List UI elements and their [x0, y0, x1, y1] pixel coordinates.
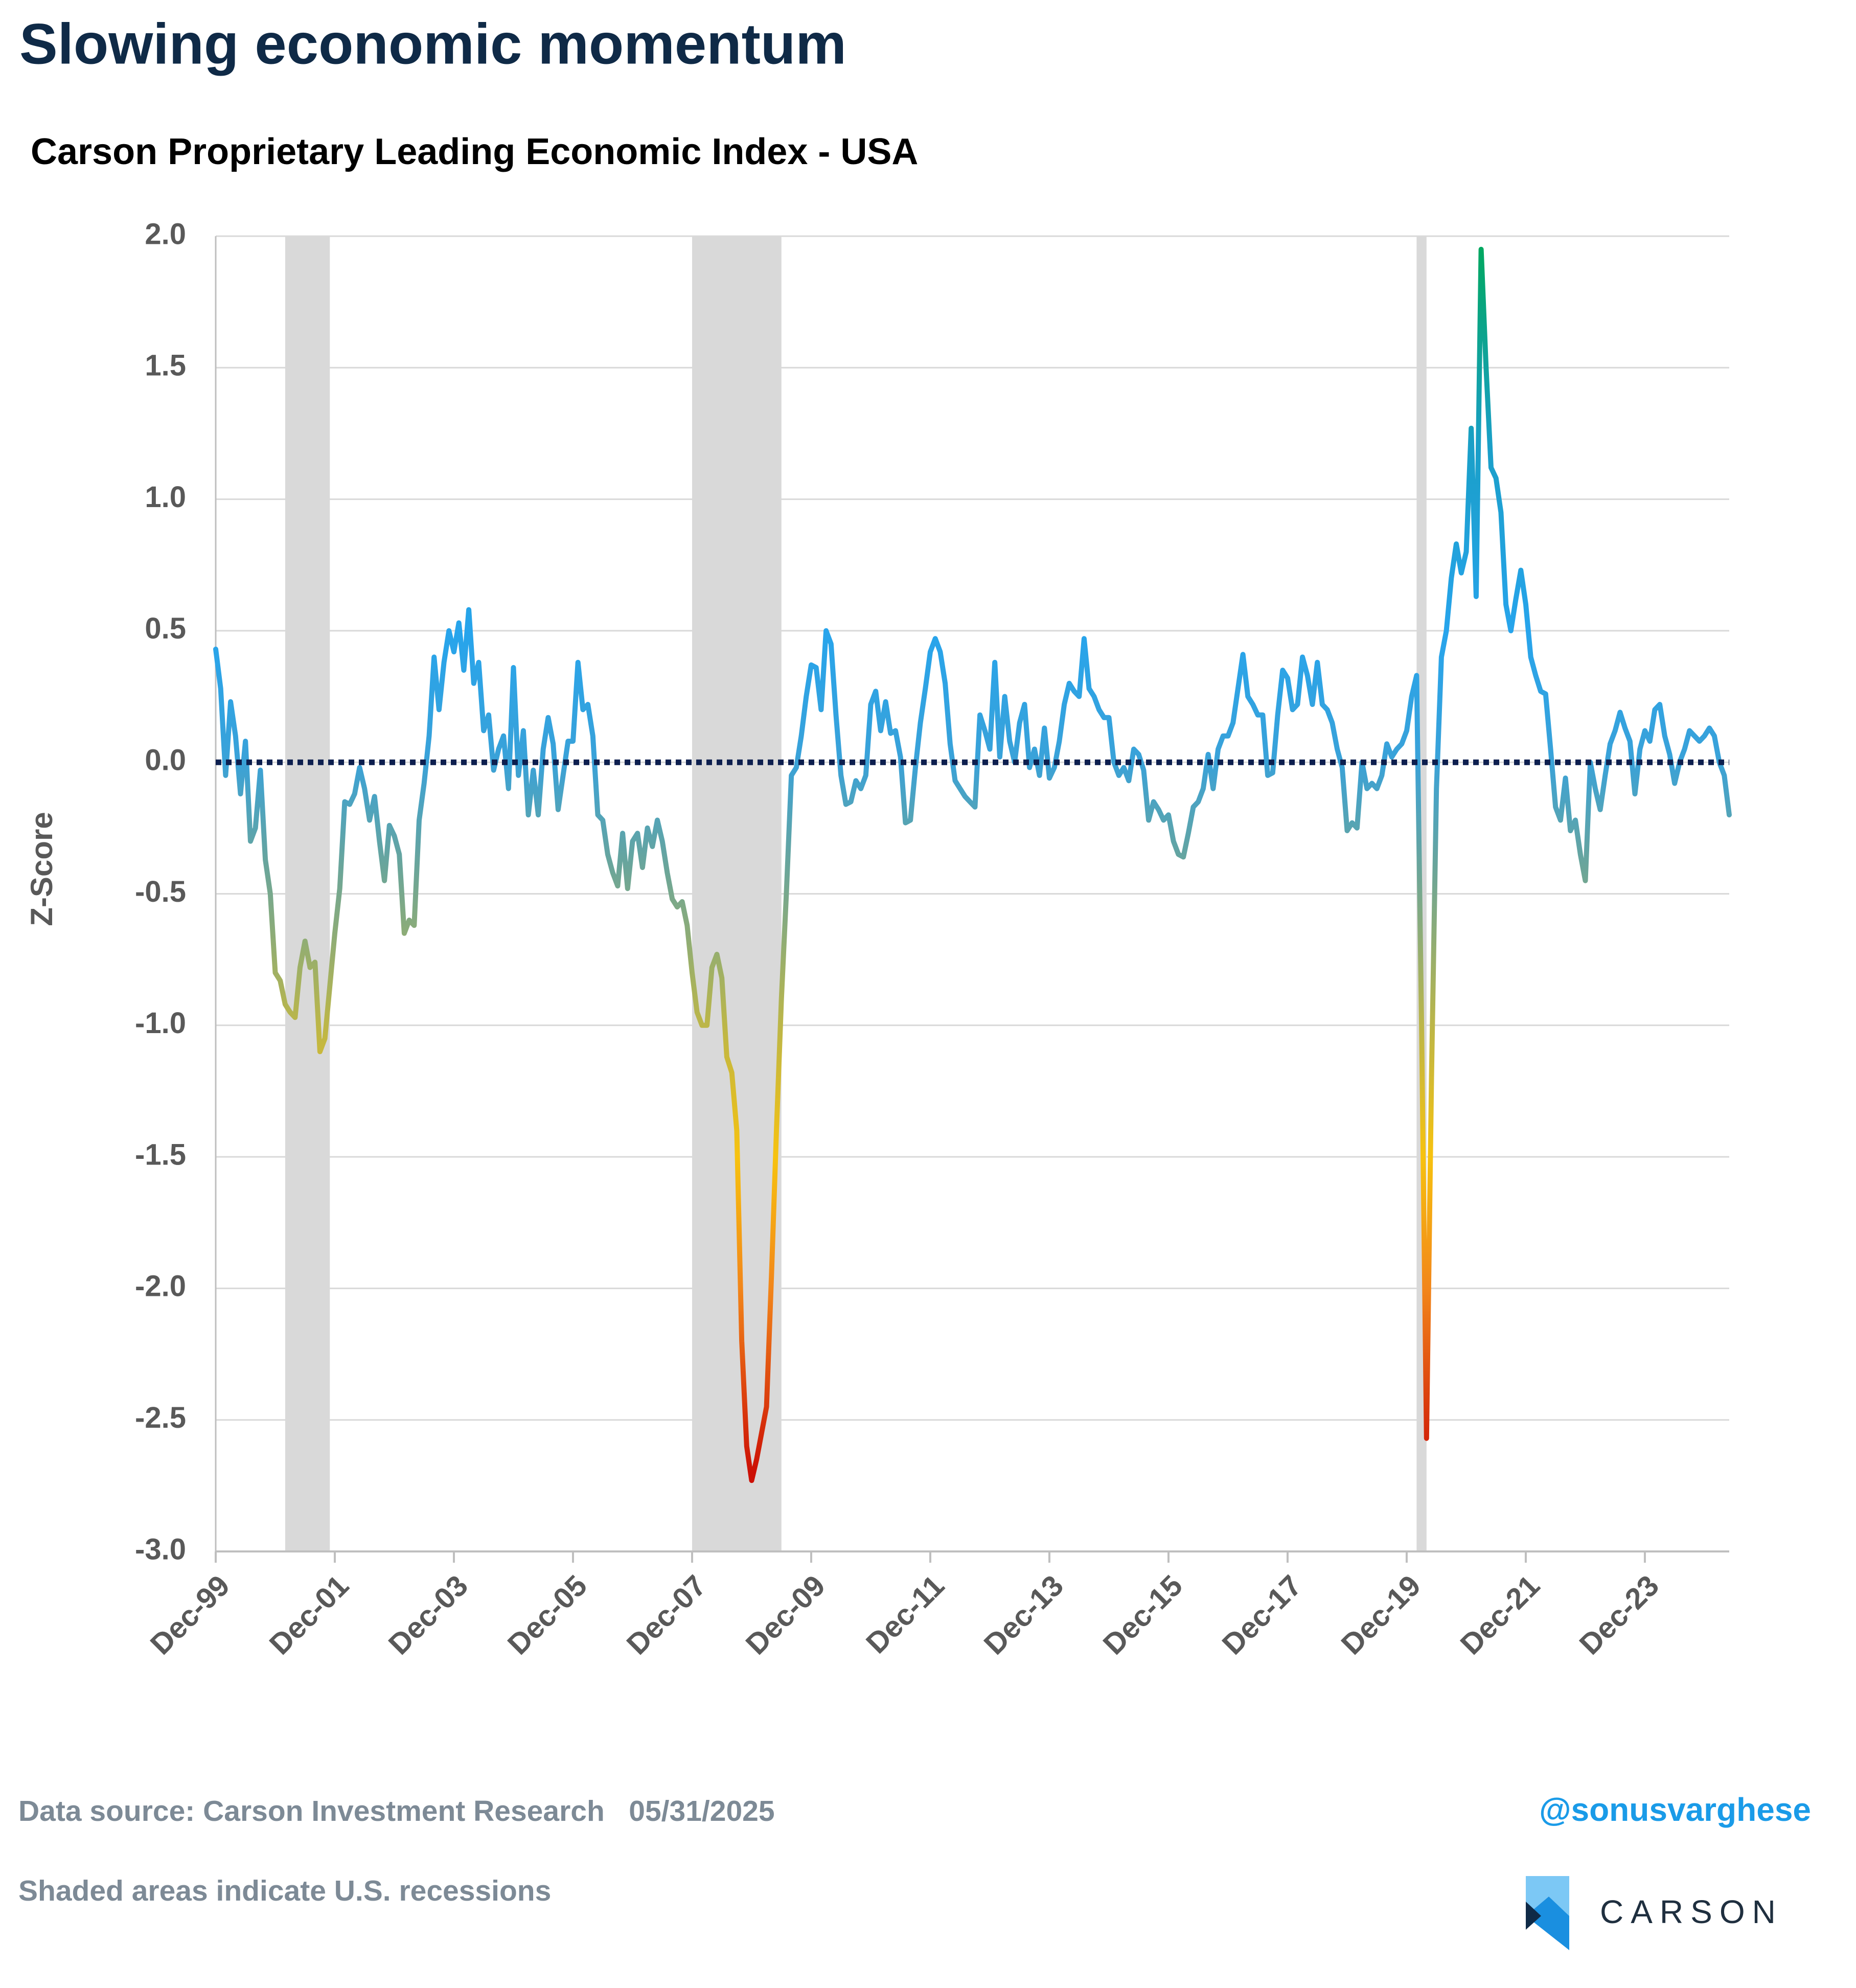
y-tick-label: 2.0 [145, 217, 186, 250]
y-tick-label: 0.5 [145, 612, 186, 645]
y-tick-label: -0.5 [135, 875, 186, 908]
y-tick-label: 0.0 [145, 744, 186, 777]
chart-title: Slowing economic momentum [19, 12, 846, 76]
y-tick-label: -3.0 [135, 1533, 186, 1566]
brand-logo: CARSON [1526, 1876, 1783, 1950]
y-tick-label: -2.5 [135, 1401, 186, 1434]
y-tick-label: -1.5 [135, 1138, 186, 1171]
y-tick-label: -1.0 [135, 1007, 186, 1040]
y-tick-label: 1.5 [145, 349, 186, 382]
y-tick-label: 1.0 [145, 481, 186, 514]
logo-shape [1526, 1902, 1541, 1930]
logo-shape [1526, 1876, 1569, 1916]
brand-name: CARSON [1600, 1893, 1783, 1930]
y-tick-label: -2.0 [135, 1270, 186, 1303]
y-axis-label: Z-Score [25, 812, 59, 926]
author-handle: @sonusvarghese [1539, 1791, 1811, 1828]
logo-shape [1526, 1896, 1569, 1950]
source-note: Data source: Carson Investment Research … [18, 1795, 775, 1827]
recession-note: Shaded areas indicate U.S. recessions [18, 1875, 551, 1907]
index-line [213, 246, 1732, 1483]
chart-subtitle: Carson Proprietary Leading Economic Inde… [31, 131, 918, 172]
